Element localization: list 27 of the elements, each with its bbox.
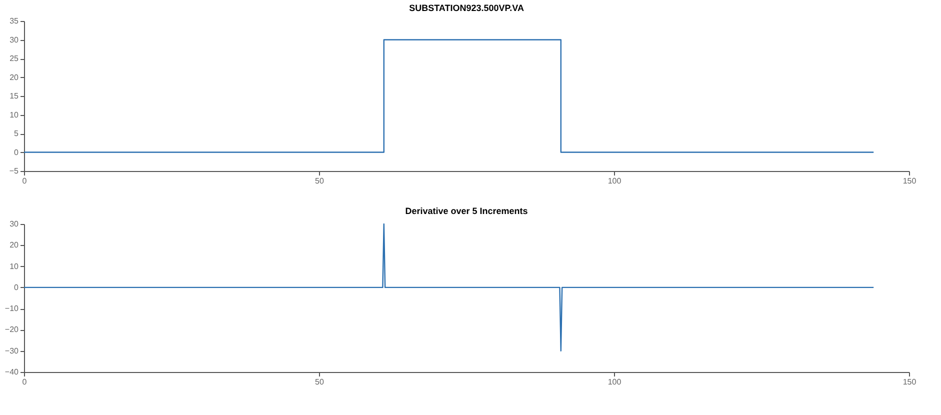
y-tick-label: 30 bbox=[10, 35, 20, 44]
y-tick-label: −20 bbox=[4, 325, 20, 334]
y-tick-label: 0 bbox=[14, 148, 20, 157]
x-tick-label: 50 bbox=[315, 176, 324, 186]
y-tick-label: 25 bbox=[10, 54, 20, 63]
x-tick-label: 50 bbox=[315, 378, 324, 386]
x-tick-label: 150 bbox=[902, 378, 917, 386]
x-tick-label: 0 bbox=[22, 378, 28, 386]
y-tick-label: −10 bbox=[4, 304, 20, 314]
y-tick-label: 30 bbox=[10, 220, 20, 228]
y-tick-label: 10 bbox=[10, 262, 20, 271]
x-tick-label: 100 bbox=[608, 176, 622, 186]
y-tick-label: 35 bbox=[10, 16, 20, 26]
x-tick-label: 100 bbox=[608, 378, 622, 386]
y-tick-label: −40 bbox=[4, 368, 20, 376]
y-tick-label: −5 bbox=[9, 166, 20, 176]
y-tick-label: 20 bbox=[10, 72, 20, 82]
chart-title: Derivative over 5 Increments bbox=[405, 206, 528, 216]
x-tick-label: 0 bbox=[22, 176, 28, 186]
y-tick-label: 5 bbox=[14, 129, 20, 138]
y-tick-label: 10 bbox=[10, 110, 20, 120]
x-tick-label: 150 bbox=[902, 176, 917, 186]
y-tick-label: 20 bbox=[10, 240, 20, 250]
y-tick-label: −30 bbox=[4, 346, 20, 356]
y-tick-label: 0 bbox=[14, 282, 20, 292]
y-tick-label: 15 bbox=[10, 92, 20, 100]
chart-title: SUBSTATION923.500VP.VA bbox=[409, 3, 524, 13]
